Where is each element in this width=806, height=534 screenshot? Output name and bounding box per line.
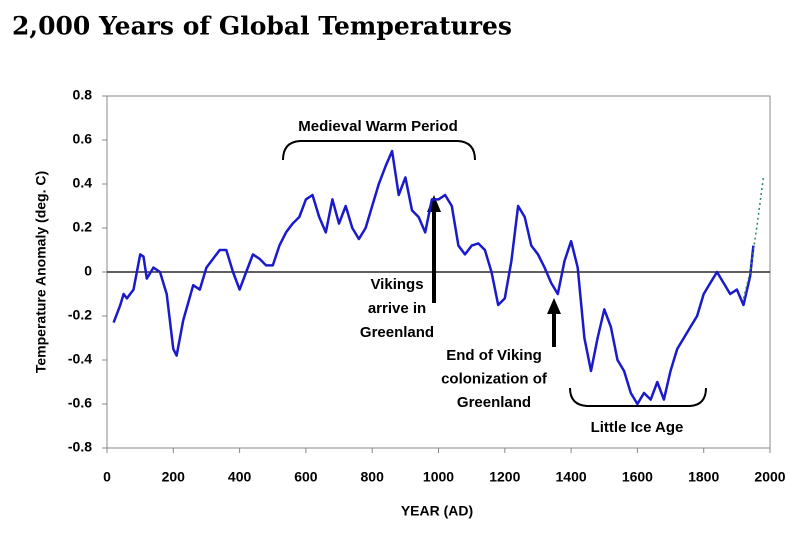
y-tick-label: 0.8 [73, 87, 93, 103]
annotation-line: colonization of [441, 370, 548, 387]
y-tick-label: 0.4 [73, 175, 93, 191]
arrow-head [547, 298, 561, 314]
y-tick-label: 0.6 [73, 131, 93, 147]
y-tick-label: -0.8 [68, 439, 92, 455]
x-tick-label: 2000 [754, 469, 785, 485]
annotation: Little Ice Age [591, 419, 684, 436]
y-tick-label: -0.6 [68, 395, 92, 411]
annotation: End of Viking colonization of Greenland [441, 347, 548, 411]
bracket [282, 140, 476, 161]
y-tick-label: 0.2 [73, 219, 93, 235]
annotation-line: Vikings [370, 276, 423, 293]
x-tick-label: 1800 [688, 469, 719, 485]
y-axis-label: Temperature Anomaly (deg. C) [33, 171, 49, 373]
x-tick-label: 600 [294, 469, 318, 485]
annotation: Vikings arrive in Greenland [360, 276, 434, 341]
x-tick-label: 1200 [489, 469, 520, 485]
temperature-line [742, 177, 765, 299]
x-tick-label: 400 [228, 469, 252, 485]
annotation-line: End of Viking [446, 347, 542, 364]
chart-title: 2,000 Years of Global Temperatures [12, 12, 512, 41]
x-tick-label: 1400 [556, 469, 587, 485]
bracket [569, 387, 707, 407]
annotation-line: arrive in [368, 300, 426, 317]
temperature-line [112, 149, 755, 406]
annotation-line: Greenland [360, 324, 434, 341]
x-tick-label: 1000 [423, 469, 454, 485]
x-tick-label: 800 [361, 469, 385, 485]
annotation-line: Medieval Warm Period [298, 118, 458, 135]
y-tick-label: -0.2 [68, 307, 92, 323]
annotation-line: Greenland [457, 394, 531, 411]
x-tick-label: 1600 [622, 469, 653, 485]
annotation: Medieval Warm Period [298, 118, 458, 135]
x-axis-label: YEAR (AD) [401, 503, 473, 519]
y-tick-label: 0 [84, 263, 92, 279]
x-tick-label: 0 [103, 469, 111, 485]
x-tick-label: 200 [162, 469, 186, 485]
y-tick-label: -0.4 [68, 351, 92, 367]
annotation-line: Little Ice Age [591, 419, 684, 436]
